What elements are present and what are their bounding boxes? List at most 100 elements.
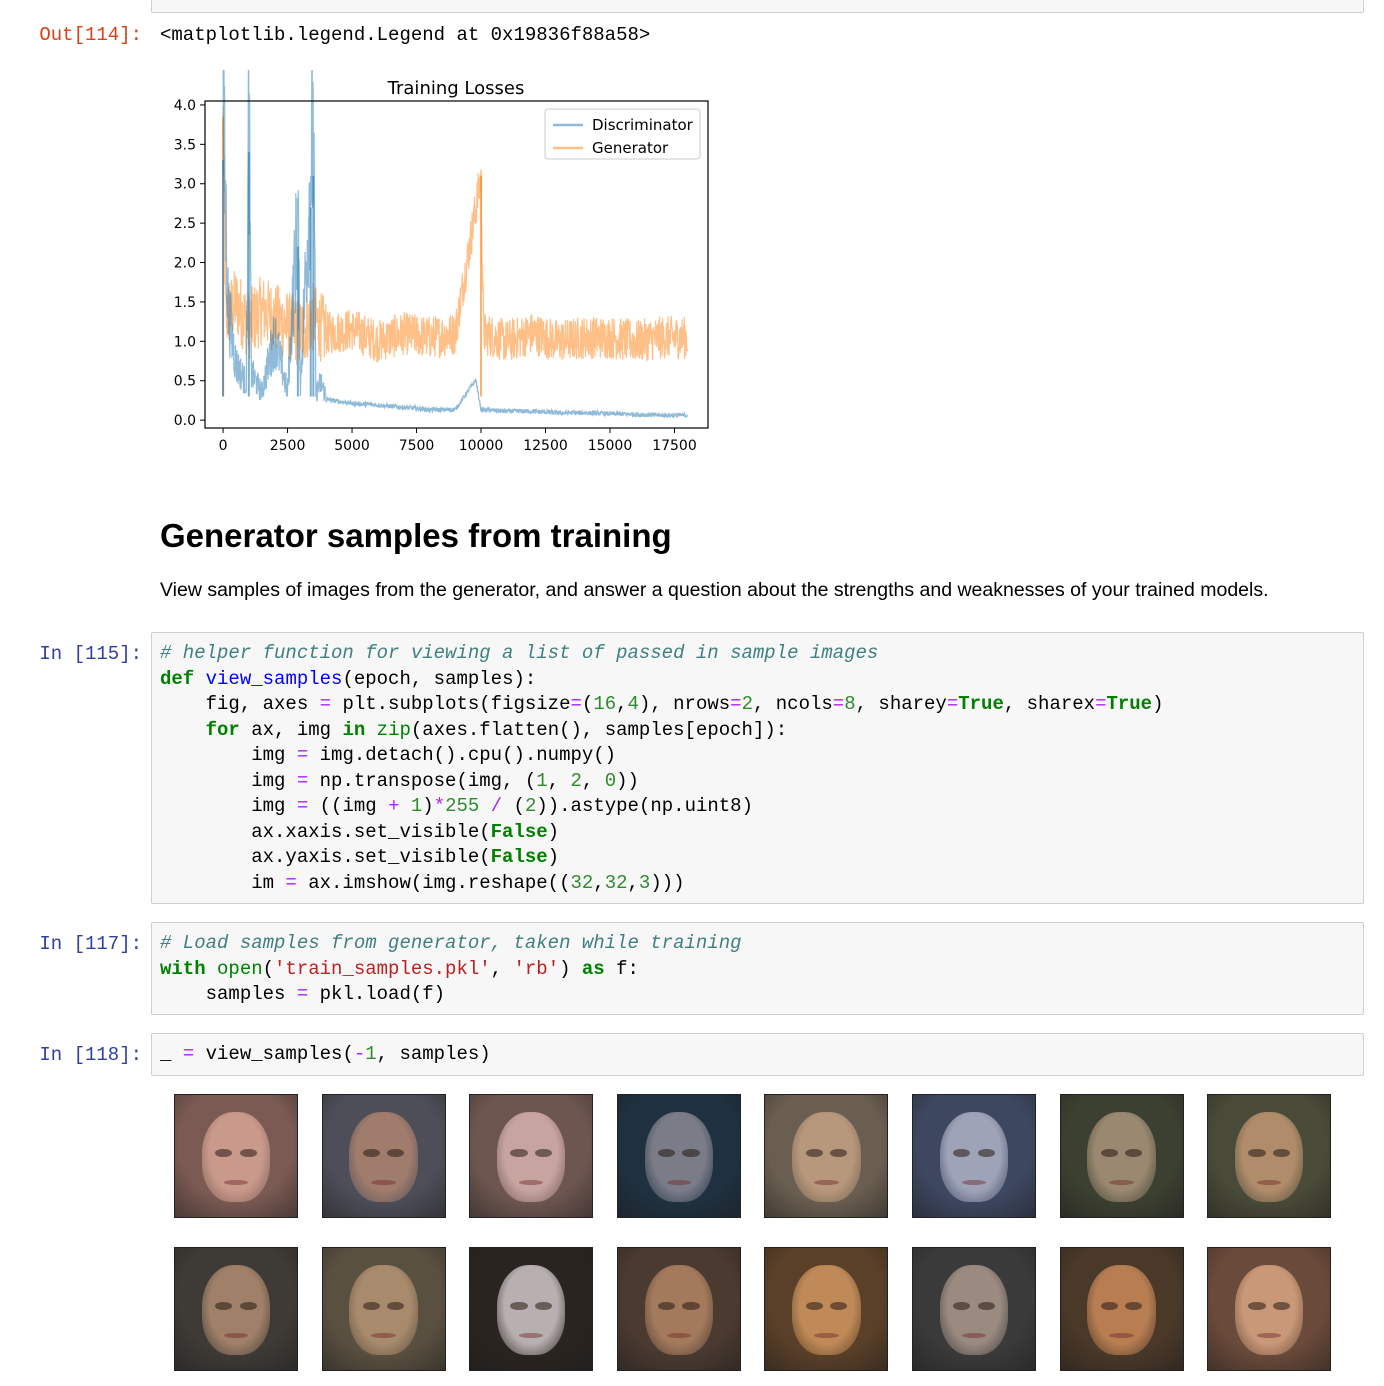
generated-sample-image (321, 1094, 446, 1218)
x-tick-label: 2500 (270, 438, 306, 454)
sample-eye (1125, 1148, 1143, 1158)
sample-face (792, 1112, 861, 1203)
x-tick-label: 17500 (652, 438, 697, 454)
sample-eye (658, 1301, 676, 1311)
code-editor-118[interactable]: _ = view_samples(-1, samples) (160, 1043, 491, 1065)
sample-face (1235, 1112, 1304, 1203)
sample-mouth (518, 1333, 544, 1339)
generated-sample-image (174, 1094, 298, 1218)
x-tick-label: 12500 (523, 438, 568, 454)
sample-eye (362, 1148, 380, 1158)
generated-sample-image (1059, 1094, 1184, 1218)
legend-label: Discriminator (592, 116, 694, 134)
output-prompt: Out[114]: (39, 24, 142, 46)
sample-mouth (814, 1333, 839, 1339)
code-cell-115[interactable] (151, 632, 1364, 904)
sample-face (497, 1265, 566, 1356)
chart-legend: Discriminator Generator (544, 108, 701, 160)
sample-eye (1125, 1301, 1143, 1311)
x-tick-label: 10000 (459, 438, 504, 454)
y-tick-label: 3.5 (174, 137, 196, 153)
y-tick-label: 3.0 (174, 177, 196, 193)
generated-sample-image (1207, 1247, 1332, 1371)
code-editor-115[interactable]: # helper function for viewing a list of … (160, 642, 1164, 894)
y-tick-label: 0.0 (174, 413, 196, 429)
markdown-paragraph: View samples of images from the generato… (160, 579, 1269, 601)
sample-mouth (961, 1333, 987, 1339)
sample-mouth (371, 1180, 396, 1186)
sample-mouth (961, 1180, 987, 1186)
sample-eye (1272, 1301, 1290, 1311)
x-tick-label: 5000 (334, 438, 370, 454)
sample-eye (215, 1148, 233, 1158)
generated-sample-image (764, 1094, 889, 1218)
series-line-generator (222, 105, 688, 365)
generated-sample-image (469, 1094, 594, 1218)
chart-title: Training Losses (387, 78, 525, 99)
output-text: <matplotlib.legend.Legend at 0x19836f88a… (160, 24, 651, 46)
code-editor-117[interactable]: # Load samples from generator, taken whi… (160, 932, 742, 1005)
sample-eye (215, 1301, 233, 1311)
plot-frame (204, 100, 709, 429)
sample-eye (805, 1301, 823, 1311)
generated-sample-image (469, 1247, 594, 1371)
y-tick-label: 1.0 (174, 334, 196, 350)
sample-eye (1248, 1148, 1266, 1158)
input-prompt-117: In [117]: (39, 933, 142, 955)
generated-sample-image (321, 1247, 446, 1371)
y-tick-label: 0.5 (174, 374, 196, 390)
sample-eye (658, 1148, 676, 1158)
previous-code-cell[interactable] (151, 0, 1364, 13)
input-prompt-115: In [115]: (39, 643, 142, 665)
y-tick-label: 4.0 (174, 98, 196, 114)
sample-eye (534, 1148, 552, 1158)
sample-mouth (666, 1180, 691, 1186)
sample-eye (239, 1301, 257, 1311)
sample-eye (682, 1301, 700, 1311)
sample-face (939, 1112, 1009, 1203)
sample-eye (977, 1148, 995, 1158)
sample-eye (830, 1148, 848, 1158)
generated-sample-image (174, 1247, 298, 1371)
sample-eye (239, 1148, 257, 1158)
generated-sample-image (616, 1247, 741, 1371)
markdown-heading: Generator samples from training (160, 517, 672, 554)
sample-eye (510, 1148, 528, 1158)
x-tick-label: 15000 (588, 438, 633, 454)
code-cell-118[interactable] (151, 1033, 1364, 1076)
sample-face (1087, 1112, 1156, 1203)
generated-sample-image (1207, 1094, 1332, 1218)
sample-face (1087, 1265, 1156, 1356)
sample-face (349, 1265, 418, 1356)
sample-face (644, 1112, 713, 1203)
sample-face (201, 1265, 271, 1356)
sample-mouth (518, 1180, 544, 1186)
y-tick-label: 2.0 (174, 256, 196, 272)
sample-eye (1272, 1148, 1290, 1158)
sample-eye (1100, 1301, 1118, 1311)
sample-eye (830, 1301, 848, 1311)
generated-sample-image (912, 1247, 1036, 1371)
sample-face (497, 1112, 566, 1203)
sample-face (201, 1112, 271, 1203)
sample-mouth (223, 1333, 249, 1339)
legend-box (544, 108, 701, 160)
sample-eye (1248, 1301, 1266, 1311)
sample-eye (953, 1148, 971, 1158)
sample-mouth (666, 1333, 691, 1339)
sample-eye (682, 1148, 700, 1158)
sample-mouth (1256, 1333, 1282, 1339)
sample-eye (953, 1301, 971, 1311)
sample-mouth (814, 1180, 839, 1186)
sample-face (644, 1265, 713, 1356)
sample-mouth (1109, 1333, 1134, 1339)
code-cell-117[interactable] (151, 922, 1364, 1015)
series-line-discriminator (222, 70, 688, 419)
x-tick-label: 7500 (399, 438, 435, 454)
sample-eye (510, 1301, 528, 1311)
sample-face (792, 1265, 861, 1356)
y-tick-label: 1.5 (174, 295, 196, 311)
sample-mouth (1109, 1180, 1134, 1186)
y-tick-label: 2.5 (174, 216, 196, 232)
legend-label: Generator (592, 139, 669, 157)
